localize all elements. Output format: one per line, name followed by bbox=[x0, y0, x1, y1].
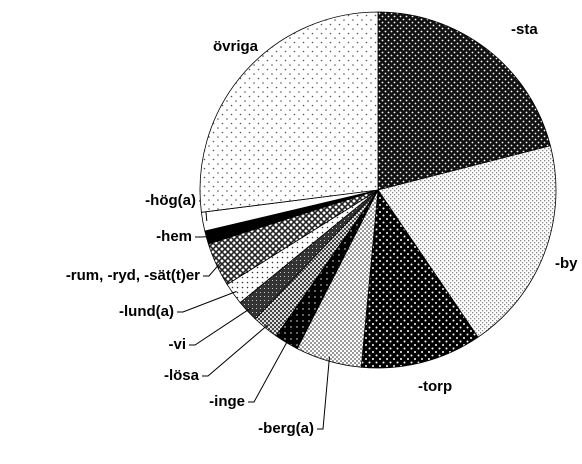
leader-line bbox=[189, 307, 251, 346]
slice-label: övriga bbox=[213, 38, 259, 55]
slice-label: -rum, -ryd, -sät(t)er bbox=[66, 267, 200, 284]
slice-label: -torp bbox=[418, 378, 452, 395]
slice-label: -berg(a) bbox=[258, 420, 314, 437]
pie-slice bbox=[360, 188, 479, 369]
slice-label: -sta bbox=[511, 21, 538, 38]
leader-line bbox=[195, 235, 211, 238]
slice-label: -hem bbox=[156, 228, 192, 245]
leader-line bbox=[248, 338, 289, 403]
pie-slice bbox=[377, 11, 551, 191]
slice-label: -vi bbox=[168, 336, 186, 353]
slice-label: -lund(a) bbox=[119, 303, 174, 320]
pie-slice bbox=[377, 145, 557, 338]
pie-slice bbox=[199, 11, 379, 213]
leader-line bbox=[202, 324, 269, 377]
slice-label: -by bbox=[555, 255, 578, 272]
leader-line bbox=[177, 290, 237, 313]
slice-label: -lösa bbox=[164, 367, 200, 384]
leader-line bbox=[317, 357, 330, 430]
slice-label: -hög(a) bbox=[145, 192, 196, 209]
leader-line bbox=[203, 262, 221, 277]
slice-label: -inge bbox=[209, 393, 245, 410]
